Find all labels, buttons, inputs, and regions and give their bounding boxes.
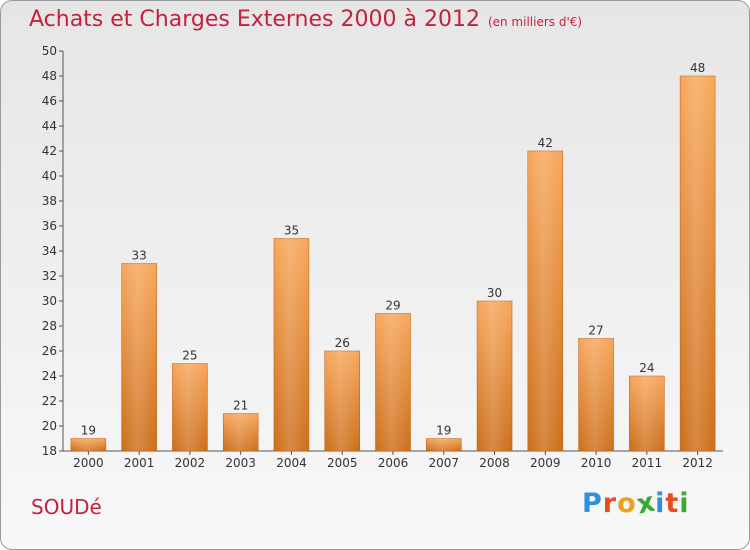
bar-shine <box>70 438 106 451</box>
data-label-2002: 25 <box>182 349 197 363</box>
y-tick-label: 24 <box>42 369 57 383</box>
y-tick-label: 22 <box>42 394 57 408</box>
y-tick-label: 36 <box>42 219 57 233</box>
x-tick-label-2004: 2004 <box>276 456 307 470</box>
bar-shine <box>578 338 614 451</box>
x-tick-label-2001: 2001 <box>124 456 155 470</box>
bar-shine <box>375 313 411 451</box>
data-label-2000: 19 <box>81 424 96 438</box>
x-axis: 2000 2001 2002 2003 2004 2005 2006 2007 2008 2009… <box>63 450 723 470</box>
bar-shine <box>680 76 716 451</box>
bar-shine <box>426 438 462 451</box>
bar-shine <box>527 151 563 451</box>
y-tick-label: 48 <box>42 69 57 83</box>
logo-letter: t <box>665 488 680 519</box>
x-tick-label-2007: 2007 <box>428 456 459 470</box>
y-tick-label: 20 <box>42 419 57 433</box>
y-axis: 18 20 22 24 26 28 30 32 34 36 38 40 42 44 46 48 50 <box>42 44 64 458</box>
x-tick-label-2002: 2002 <box>175 456 206 470</box>
y-tick-label: 44 <box>42 119 57 133</box>
data-label-2008: 30 <box>487 286 502 300</box>
y-tick-label: 26 <box>42 344 57 358</box>
data-label-2001: 33 <box>132 249 147 263</box>
data-label-2010: 27 <box>588 324 603 338</box>
x-tick-label-2000: 2000 <box>73 456 104 470</box>
x-tick-label-2012: 2012 <box>682 456 713 470</box>
y-tick-label: 38 <box>42 194 57 208</box>
y-tick-label: 32 <box>42 269 57 283</box>
data-label-2011: 24 <box>639 361 654 375</box>
x-tick-label-2009: 2009 <box>530 456 561 470</box>
chart-title-text: Achats et Charges Externes 2000 à 2012 <box>29 7 480 32</box>
data-label-2009: 42 <box>538 136 553 150</box>
commune-name: SOUDé <box>31 495 102 519</box>
y-tick-label: 34 <box>42 244 57 258</box>
x-tick-label-2005: 2005 <box>327 456 358 470</box>
bar-shine <box>629 376 665 451</box>
chart-title: Achats et Charges Externes 2000 à 2012 (e… <box>29 7 582 32</box>
bar-shine <box>273 238 309 451</box>
bar-shine <box>172 363 208 451</box>
data-label-2007: 19 <box>436 424 451 438</box>
bars-group: 19 33 25 21 35 26 29 19 30 42 27 24 48 <box>70 61 716 452</box>
logo-letter: i <box>679 488 690 519</box>
chart-subtitle: (en milliers d'€) <box>487 15 583 29</box>
bar-shine <box>324 351 360 451</box>
data-label-2012: 48 <box>690 61 705 75</box>
bar-shine <box>223 413 259 451</box>
logo-letter: P <box>582 488 603 519</box>
y-tick-label: 42 <box>42 144 57 158</box>
logo-letter: o <box>617 488 637 519</box>
x-tick-label-2008: 2008 <box>479 456 510 470</box>
data-label-2006: 29 <box>385 299 400 313</box>
data-label-2005: 26 <box>335 336 350 350</box>
x-tick-label-2010: 2010 <box>581 456 612 470</box>
bar-shine <box>121 263 157 451</box>
data-label-2003: 21 <box>233 399 248 413</box>
data-label-2004: 35 <box>284 224 299 238</box>
y-tick-label: 30 <box>42 294 57 308</box>
logo-letter: r <box>602 488 618 519</box>
y-tick-label: 28 <box>42 319 57 333</box>
proxiti-logo: Proxiti <box>582 486 690 520</box>
x-tick-label-2011: 2011 <box>632 456 663 470</box>
y-tick-label: 46 <box>42 94 57 108</box>
x-tick-label-2003: 2003 <box>225 456 256 470</box>
bar-shine <box>477 301 513 451</box>
x-tick-label-2006: 2006 <box>378 456 409 470</box>
y-tick-label: 18 <box>42 444 57 458</box>
logo-letter: i <box>655 488 666 519</box>
y-tick-label: 50 <box>42 44 57 58</box>
y-tick-label: 40 <box>42 169 57 183</box>
